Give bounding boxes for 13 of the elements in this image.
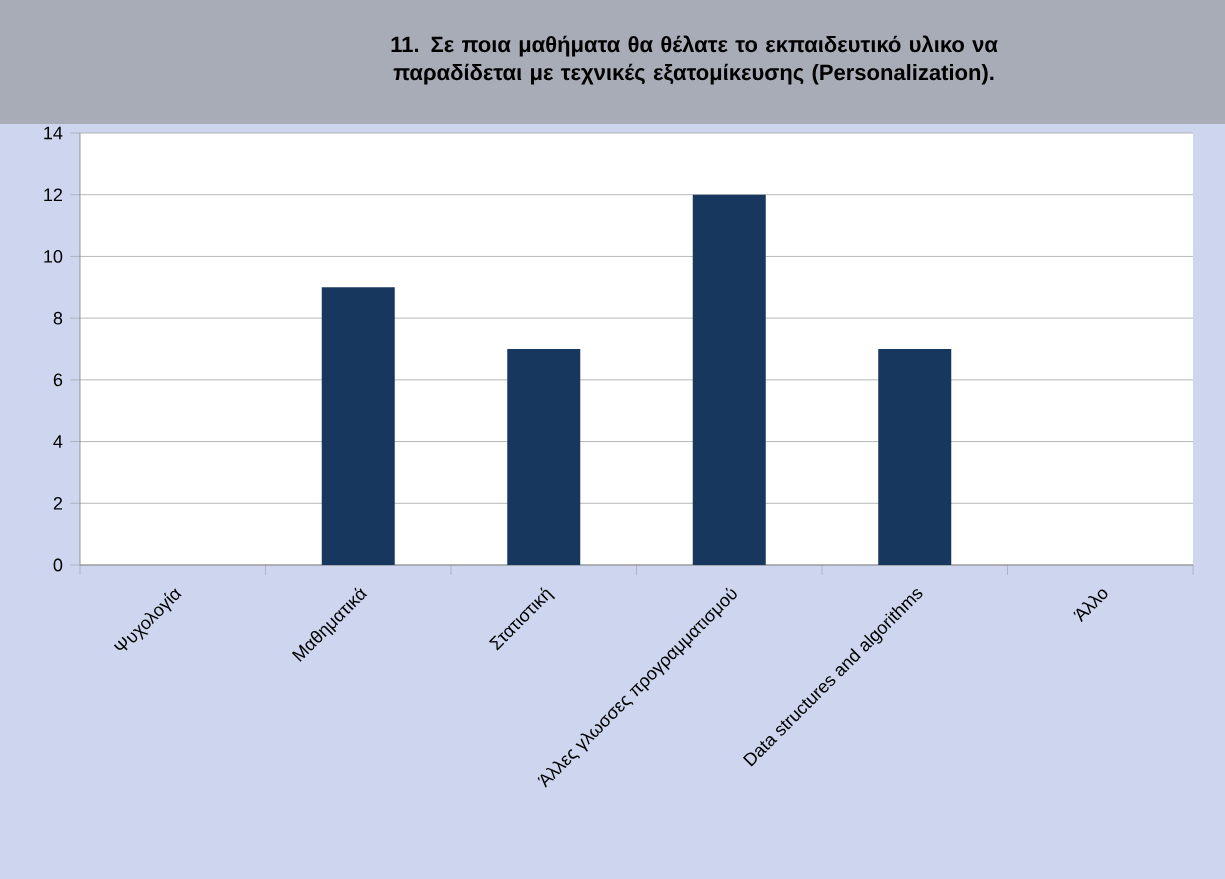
- bar: [507, 349, 581, 565]
- y-tick-label: 12: [44, 188, 63, 201]
- y-tick-label: 4: [53, 435, 63, 448]
- y-tick-label: 6: [53, 373, 63, 387]
- bar: [321, 287, 395, 565]
- bar: [878, 349, 952, 565]
- y-tick-label: 8: [53, 311, 63, 325]
- y-tick-label: 0: [53, 558, 63, 572]
- bar: [692, 194, 766, 565]
- chart-title: 11. Σε ποια μαθήματα θα θέλατε το εκπαιδευτικό υλικο να παραδίδεται με τεχνικές εξατομίκευσης (Personalization).: [391, 35, 998, 85]
- y-tick-label: 10: [44, 250, 63, 263]
- y-tick-label: 2: [53, 496, 63, 510]
- y-tick-label: 14: [44, 126, 63, 140]
